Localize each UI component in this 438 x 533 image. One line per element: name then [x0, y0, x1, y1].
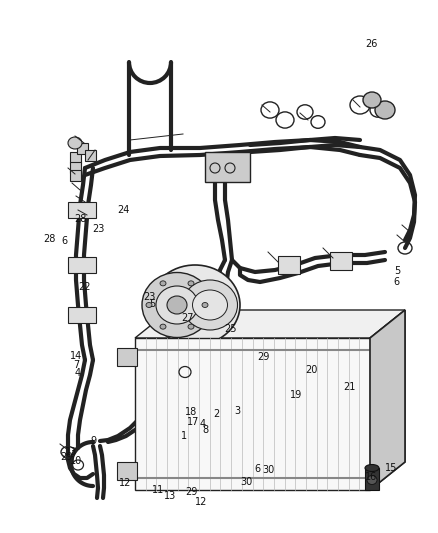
Bar	[68, 307, 96, 323]
Bar	[330, 252, 352, 270]
Bar	[70, 170, 81, 181]
Text: 4: 4	[199, 419, 205, 429]
Text: 1: 1	[181, 431, 187, 441]
Text: 19: 19	[290, 391, 302, 400]
Text: 12: 12	[119, 479, 131, 488]
Text: 18: 18	[185, 407, 198, 417]
Text: 11: 11	[152, 485, 164, 495]
Text: 17: 17	[187, 417, 200, 426]
Ellipse shape	[188, 281, 194, 286]
Bar	[117, 462, 137, 480]
Text: 13: 13	[65, 447, 78, 457]
Ellipse shape	[202, 303, 208, 308]
Text: 9: 9	[90, 436, 96, 446]
Text: 13: 13	[164, 491, 176, 500]
Ellipse shape	[142, 272, 212, 337]
Text: 29: 29	[186, 488, 198, 497]
Ellipse shape	[188, 324, 194, 329]
Text: 14: 14	[70, 351, 82, 361]
Ellipse shape	[160, 281, 166, 286]
Text: 21: 21	[343, 383, 356, 392]
Bar	[77, 143, 88, 154]
Text: 29: 29	[60, 453, 73, 462]
Polygon shape	[370, 310, 405, 490]
Bar	[68, 202, 96, 218]
Polygon shape	[135, 338, 370, 490]
Bar	[70, 162, 81, 173]
Text: 26: 26	[366, 39, 378, 49]
Ellipse shape	[156, 286, 198, 324]
Text: 2: 2	[214, 409, 220, 418]
Text: 23: 23	[92, 224, 105, 234]
Ellipse shape	[363, 92, 381, 108]
Polygon shape	[370, 310, 405, 490]
Text: 29: 29	[257, 352, 269, 362]
Bar	[278, 256, 300, 274]
Text: 10: 10	[70, 456, 82, 465]
Ellipse shape	[183, 280, 237, 330]
Ellipse shape	[365, 464, 379, 472]
Ellipse shape	[167, 296, 187, 314]
Text: 24: 24	[117, 205, 129, 215]
Text: 7: 7	[74, 360, 80, 369]
Text: 15: 15	[385, 463, 398, 473]
Bar	[365, 468, 379, 490]
Text: 8: 8	[202, 425, 208, 435]
Text: 23: 23	[144, 293, 156, 302]
Text: 16: 16	[365, 472, 378, 481]
Bar	[205, 152, 250, 182]
Ellipse shape	[160, 324, 166, 329]
Polygon shape	[135, 310, 405, 338]
Ellipse shape	[68, 137, 82, 149]
Bar	[85, 150, 96, 161]
Text: 12: 12	[195, 497, 207, 507]
Text: 25: 25	[225, 325, 237, 334]
Text: 22: 22	[78, 282, 90, 292]
Ellipse shape	[150, 265, 240, 345]
Text: 5: 5	[395, 266, 401, 276]
Bar	[117, 348, 137, 366]
Ellipse shape	[146, 303, 152, 308]
Bar	[68, 257, 96, 273]
Text: 6: 6	[254, 464, 260, 473]
Ellipse shape	[192, 290, 227, 320]
Text: 6: 6	[393, 278, 399, 287]
Text: 20: 20	[305, 366, 317, 375]
Text: 4: 4	[75, 368, 81, 378]
Text: 3: 3	[235, 406, 241, 416]
Text: 27: 27	[182, 313, 194, 322]
Ellipse shape	[367, 475, 377, 484]
Text: 28: 28	[74, 214, 86, 223]
Text: 5: 5	[149, 299, 155, 309]
Text: 28: 28	[43, 235, 55, 244]
Text: 30: 30	[262, 465, 274, 475]
Text: 6: 6	[61, 237, 67, 246]
Bar	[70, 152, 81, 163]
Text: 30: 30	[240, 478, 253, 487]
Ellipse shape	[375, 101, 395, 119]
